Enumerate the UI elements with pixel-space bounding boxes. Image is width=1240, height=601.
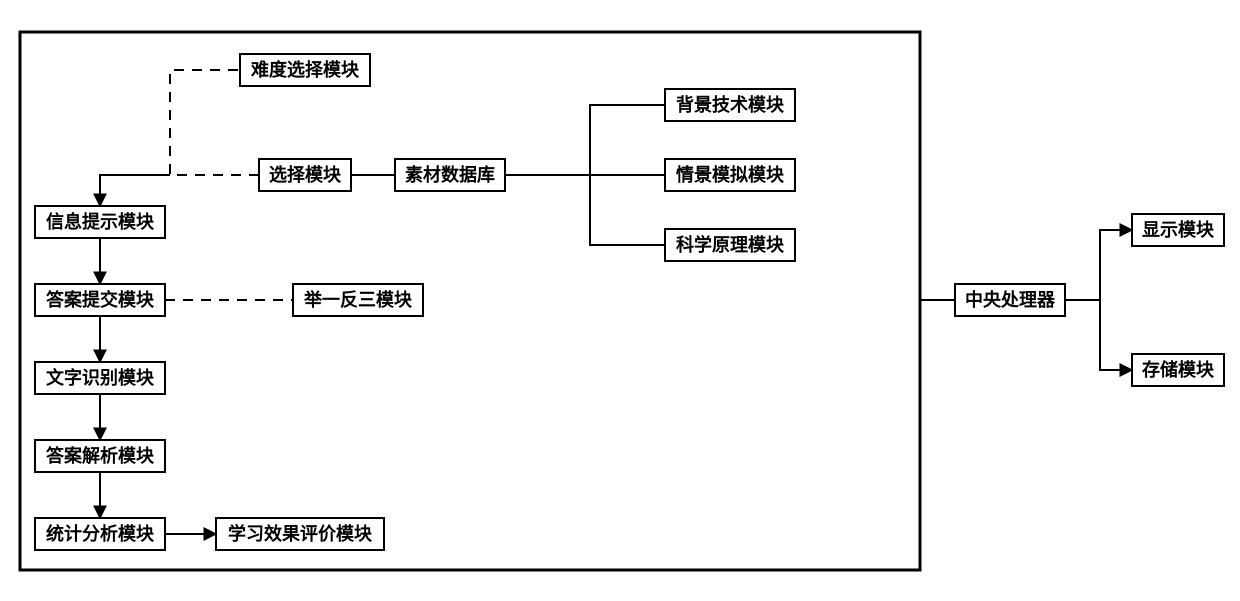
node-material: 素材数据库 <box>395 159 505 191</box>
node-select-label: 选择模块 <box>269 164 342 185</box>
node-select: 选择模块 <box>259 159 351 191</box>
node-parse-label: 答案解析模块 <box>46 445 155 466</box>
node-cpu: 中央处理器 <box>955 284 1065 316</box>
node-material-label: 素材数据库 <box>405 164 495 185</box>
node-display: 显示模块 <box>1132 214 1224 246</box>
nodes-group: 难度选择模块选择模块 素材数据库 背景技术模块情景模拟模块科学原理模块 信息提示模块答… <box>35 54 1224 550</box>
node-submit: 答案提交模块 <box>35 284 165 316</box>
edge-sel-info <box>100 175 170 206</box>
node-info: 信息提示模块 <box>35 206 165 238</box>
node-display-label: 显示模块 <box>1142 219 1215 240</box>
edge-mat-bg <box>505 105 665 175</box>
node-eval-label: 学习效果评价模块 <box>228 523 373 544</box>
node-stats-label: 统计分析模块 <box>46 523 155 544</box>
node-difficulty-label: 难度选择模块 <box>250 59 360 80</box>
node-science: 科学原理模块 <box>665 229 795 261</box>
node-info-label: 信息提示模块 <box>46 211 155 232</box>
node-analogy: 举一反三模块 <box>293 284 423 316</box>
node-bgtech: 背景技术模块 <box>665 89 795 121</box>
edge-mat-sci <box>590 175 665 245</box>
node-analogy-label: 举一反三模块 <box>303 289 413 310</box>
node-submit-label: 答案提交模块 <box>46 289 155 310</box>
node-scene: 情景模拟模块 <box>665 159 795 191</box>
flowchart-canvas: 难度选择模块选择模块 素材数据库 背景技术模块情景模拟模块科学原理模块 信息提示模块答… <box>0 0 1240 601</box>
node-ocr: 文字识别模块 <box>35 362 165 394</box>
node-science-label: 科学原理模块 <box>676 234 785 255</box>
node-eval: 学习效果评价模块 <box>216 518 384 550</box>
node-parse: 答案解析模块 <box>35 440 165 472</box>
node-ocr-label: 文字识别模块 <box>46 367 155 388</box>
node-storage-label: 存储模块 <box>1142 359 1215 380</box>
node-storage: 存储模块 <box>1132 354 1224 386</box>
node-scene-label: 情景模拟模块 <box>676 164 785 185</box>
node-stats: 统计分析模块 <box>35 518 165 550</box>
node-difficulty: 难度选择模块 <box>240 54 370 86</box>
node-bgtech-label: 背景技术模块 <box>676 94 785 115</box>
edge-cpu-disp <box>1065 230 1132 300</box>
edge-cpu-stor <box>1100 300 1132 370</box>
node-cpu-label: 中央处理器 <box>965 289 1056 310</box>
